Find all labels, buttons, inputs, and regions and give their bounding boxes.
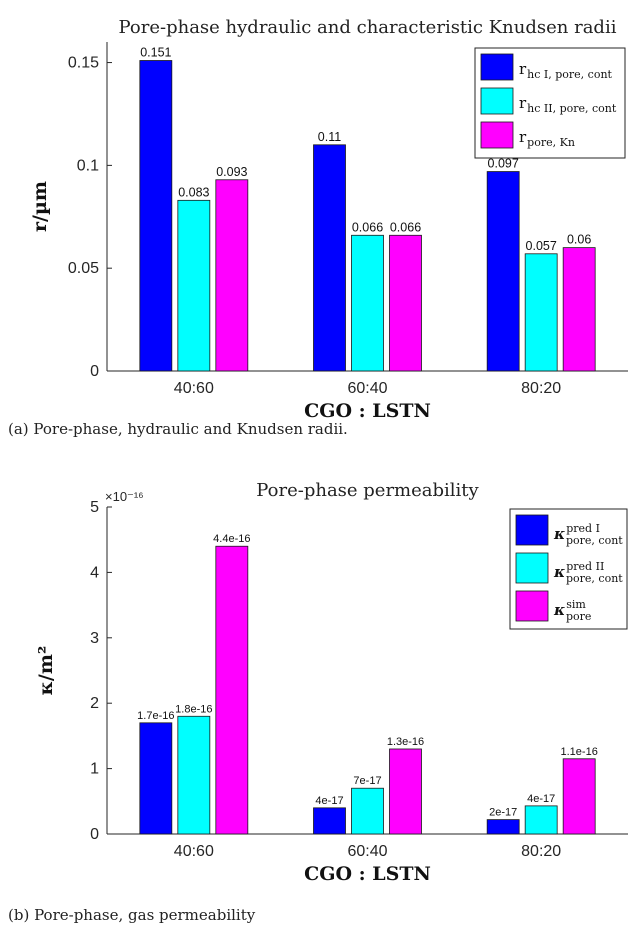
bar-data-label: 0.06 — [567, 233, 591, 247]
y-tick-label: 0.15 — [68, 55, 99, 72]
legend-entry: κsim pore — [553, 598, 591, 623]
permeability-bar-chart: Pore-phase permeability 0 1 2 3 4 5 ×10⁻¹⁶ 40:60… — [35, 480, 628, 885]
bar-data-label: 0.066 — [390, 220, 421, 234]
y-tick-label: 3 — [90, 630, 99, 647]
legend-swatch — [480, 121, 514, 149]
bar — [313, 807, 346, 835]
bar-data-label: 4e-17 — [315, 795, 343, 807]
legend-entry: rhc II, pore, cont — [519, 94, 617, 115]
bar — [486, 819, 520, 835]
x-tick-label: 80:20 — [521, 380, 561, 397]
y-tick-label: 1 — [90, 761, 99, 778]
y-tick-label: 5 — [90, 499, 99, 516]
radii-bar-chart: Pore-phase hydraulic and characteristic … — [29, 17, 628, 420]
bar — [562, 247, 596, 372]
y-tick-label: 2 — [90, 695, 99, 712]
legend-entry: κpred II pore, cont — [553, 560, 623, 585]
bar — [562, 758, 596, 835]
bar-data-label: 2e-17 — [489, 807, 517, 819]
y-tick-label: 0.05 — [68, 260, 99, 277]
chart-title: Pore-phase permeability — [256, 480, 479, 501]
bar — [177, 199, 211, 372]
y-axis-label: κ/m² — [35, 646, 57, 696]
x-axis-label: CGO : LSTN — [304, 863, 431, 885]
x-tick-label: 40:60 — [174, 380, 214, 397]
bar — [139, 60, 173, 372]
bar-data-label: 1.7e-16 — [137, 710, 174, 722]
chart-panel-permeability: Pore-phase permeability 0 1 2 3 4 5 ×10⁻¹⁶ 40:60… — [0, 470, 633, 910]
y-tick-label: 0 — [90, 826, 99, 843]
bar — [351, 234, 384, 372]
bar-data-label: 0.11 — [318, 130, 341, 144]
x-tick-label: 60:40 — [347, 843, 387, 860]
bar — [215, 545, 249, 835]
y-tick-label: 4 — [90, 564, 99, 581]
bar-data-label: 4.4e-16 — [213, 533, 250, 545]
caption-a: (a) Pore-phase, hydraulic and Knudsen ra… — [8, 420, 348, 438]
bar-data-label: 7e-17 — [353, 775, 381, 787]
bar-data-label: 1.1e-16 — [561, 746, 598, 758]
y-axis-label: r/µm — [29, 181, 51, 232]
bar — [215, 179, 249, 372]
bar — [486, 171, 520, 372]
bar-data-label: 1.8e-16 — [175, 703, 212, 715]
legend-swatch — [515, 552, 549, 584]
bar — [139, 722, 173, 835]
chart-title: Pore-phase hydraulic and characteristic … — [119, 17, 617, 38]
legend-swatch — [515, 514, 549, 546]
bar-data-label: 0.093 — [216, 165, 247, 179]
legend-entry: rhc I, pore, cont — [519, 60, 613, 81]
bar — [389, 234, 422, 372]
bar — [351, 787, 384, 835]
bar — [389, 748, 422, 835]
bar-data-label: 0.151 — [140, 46, 171, 60]
bar-data-label: 0.066 — [352, 220, 383, 234]
x-tick-label: 60:40 — [347, 380, 387, 397]
legend-swatch — [480, 53, 514, 81]
bar — [524, 253, 558, 372]
bar — [177, 715, 211, 835]
y-tick-label: 0 — [90, 363, 99, 380]
bar — [524, 805, 558, 835]
x-tick-label: 80:20 — [521, 843, 561, 860]
legend-swatch — [515, 590, 549, 622]
chart-panel-radii: Pore-phase hydraulic and characteristic … — [0, 0, 633, 450]
x-tick-label: 40:60 — [174, 843, 214, 860]
bar-data-label: 0.097 — [488, 157, 519, 171]
y-exponent-label: ×10⁻¹⁶ — [105, 489, 144, 504]
legend-entry: rpore, Kn — [519, 128, 575, 149]
bar-data-label: 1.3e-16 — [387, 736, 424, 748]
legend-swatch — [480, 87, 514, 115]
caption-b: (b) Pore-phase, gas permeability — [8, 906, 256, 924]
bar-data-label: 4e-17 — [527, 793, 555, 805]
bar-data-label: 0.083 — [178, 185, 209, 199]
y-tick-label: 0.1 — [77, 157, 99, 174]
bar — [313, 144, 346, 372]
x-axis-label: CGO : LSTN — [304, 400, 431, 420]
bar-data-label: 0.057 — [526, 239, 557, 253]
